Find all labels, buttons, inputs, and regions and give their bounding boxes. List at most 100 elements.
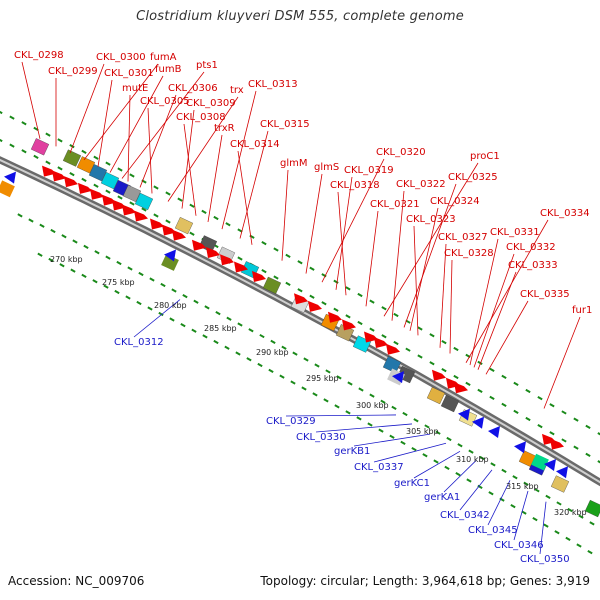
forward-gene-label: trxR [214, 123, 235, 134]
tick-mark [33, 154, 39, 160]
tick-mark [466, 478, 472, 483]
forward-gene-label: CKL_0318 [330, 180, 380, 191]
reverse-gene-arrow [544, 459, 556, 472]
feature-blocks [0, 138, 600, 518]
tick-mark [345, 410, 351, 415]
tick-mark [225, 222, 231, 227]
tick-mark [369, 393, 375, 398]
feature-block [550, 475, 570, 493]
tick-mark [537, 395, 543, 401]
tick-mark [549, 403, 555, 408]
scale-labels: 270 kbp 275 kbp 280 kbp 285 kbp 290 kbp 295 k… [50, 255, 587, 517]
forward-gene-arrow [386, 343, 400, 355]
tick-mark [141, 207, 147, 212]
tick-mark [411, 446, 417, 452]
tick-mark [158, 311, 164, 317]
forward-gene-label: CKL_0322 [396, 179, 446, 190]
tick-mark [597, 432, 600, 437]
feature-block [262, 276, 282, 294]
tick-mark [523, 481, 529, 486]
tick-mark [512, 475, 518, 480]
tick-mark [246, 357, 252, 362]
feature-block [88, 164, 108, 182]
forward-leader-line [305, 173, 323, 274]
reverse-leader-line [413, 450, 461, 479]
tick-mark [441, 340, 447, 345]
tick-mark [444, 465, 450, 470]
tick-mark [9, 143, 15, 148]
forward-gene-arrow [150, 218, 164, 230]
tick-mark [103, 284, 109, 289]
scale-tick-label: 310 kbp [456, 455, 489, 464]
reverse-gene-label: CKL_0345 [468, 525, 518, 536]
tick-mark [585, 452, 591, 458]
forward-leader-line [167, 96, 239, 202]
tick-mark [9, 115, 15, 120]
tick-mark [93, 155, 99, 160]
forward-leader-line [439, 243, 447, 348]
forward-gene-arrow [234, 261, 248, 273]
reverse-gene-arrow [164, 249, 176, 262]
forward-gene-label: CKL_0308 [176, 112, 226, 123]
tick-mark [93, 183, 99, 188]
reverse-leader-line [459, 469, 493, 511]
tick-mark [369, 299, 375, 304]
forward-gene-label: CKL_0323 [406, 214, 456, 225]
tick-mark [429, 333, 435, 338]
tick-mark [309, 266, 315, 271]
tick-mark [429, 361, 435, 366]
tick-mark [358, 387, 364, 392]
forward-gene-label: CKL_0314 [230, 139, 280, 150]
tick-mark [576, 543, 582, 548]
forward-gene-arrow [374, 337, 388, 349]
tick-mark [153, 213, 159, 218]
tick-mark [285, 281, 291, 286]
forward-gene-label: CKL_0313 [248, 79, 298, 90]
tick-mark [389, 434, 395, 439]
tick-mark [345, 286, 351, 291]
tick-mark [129, 173, 135, 178]
forward-leader-line [449, 259, 453, 354]
tick-mark [237, 322, 243, 327]
forward-gene-label: proC1 [470, 151, 500, 162]
scale-tick-label: 290 kbp [256, 348, 289, 357]
tick-mark [37, 252, 43, 257]
tick-mark [501, 468, 507, 473]
tick-mark [325, 369, 331, 374]
tick-mark [333, 307, 339, 312]
tick-mark [513, 409, 519, 415]
scale-tick-label: 305 kbp [406, 427, 439, 436]
reverse-genes [4, 171, 568, 479]
tick-mark [422, 453, 428, 458]
tick-mark [279, 374, 285, 379]
tick-mark [309, 294, 315, 299]
reverse-leader-line [487, 480, 511, 526]
tick-mark [160, 282, 166, 288]
tick-mark [587, 550, 593, 555]
tick-mark [257, 362, 263, 368]
tick-mark [534, 488, 540, 493]
forward-gene-arrow [454, 382, 468, 394]
tick-mark [125, 295, 131, 300]
tick-mark [556, 501, 562, 506]
tick-mark [237, 228, 243, 233]
tick-mark [477, 484, 483, 489]
tick-mark [72, 239, 78, 244]
tick-mark [50, 228, 56, 234]
tick-mark [345, 314, 351, 319]
forward-gene-label: pts1 [196, 60, 218, 71]
tick-mark [0, 109, 3, 115]
forward-genes [42, 165, 564, 450]
feature-block [174, 217, 194, 235]
reverse-gene-arrow [514, 441, 526, 454]
forward-leader-line [147, 107, 153, 194]
tick-mark [510, 504, 516, 509]
tick-mark [446, 436, 452, 442]
tick-mark [129, 201, 135, 206]
forward-gene-arrow [102, 194, 116, 206]
forward-leader-line [321, 158, 385, 283]
tick-mark [180, 322, 186, 328]
feature-block [584, 499, 600, 518]
forward-gene-arrow [432, 369, 446, 381]
